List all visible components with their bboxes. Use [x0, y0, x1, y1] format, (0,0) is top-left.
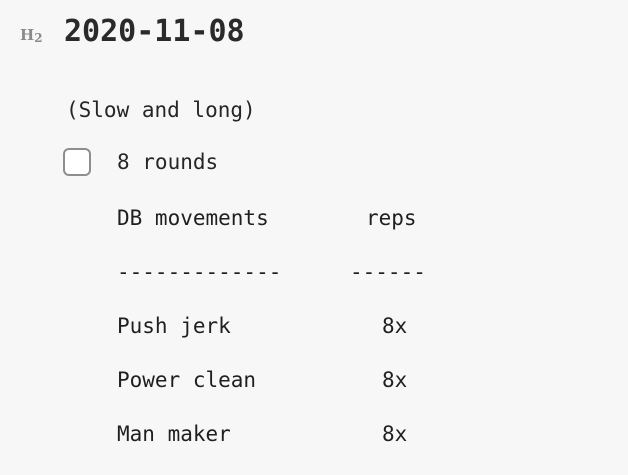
table-cell[interactable]: Power clean — [117, 368, 257, 392]
table-separator[interactable]: ------------- — [117, 260, 282, 284]
table-cell[interactable]: Push jerk — [117, 314, 231, 338]
heading-title[interactable]: 2020-11-08 — [64, 14, 245, 49]
table-header-cell[interactable]: reps — [366, 206, 417, 230]
table-cell[interactable]: 8x — [382, 422, 408, 446]
note-text[interactable]: (Slow and long) — [66, 98, 256, 122]
table-cell[interactable]: 8x — [382, 314, 408, 338]
table-cell[interactable]: Man maker — [117, 422, 231, 446]
heading-h2[interactable]: H2 2020-11-08 — [0, 10, 628, 54]
table-separator[interactable]: ------ — [350, 260, 426, 284]
task-item[interactable]: 8 rounds — [0, 146, 628, 178]
task-label[interactable]: 8 rounds — [117, 150, 219, 174]
table-header-cell[interactable]: DB movements — [117, 206, 269, 230]
heading-level-marker: H2 — [20, 26, 43, 45]
table-cell[interactable]: 8x — [382, 368, 408, 392]
task-checkbox[interactable] — [63, 148, 91, 176]
